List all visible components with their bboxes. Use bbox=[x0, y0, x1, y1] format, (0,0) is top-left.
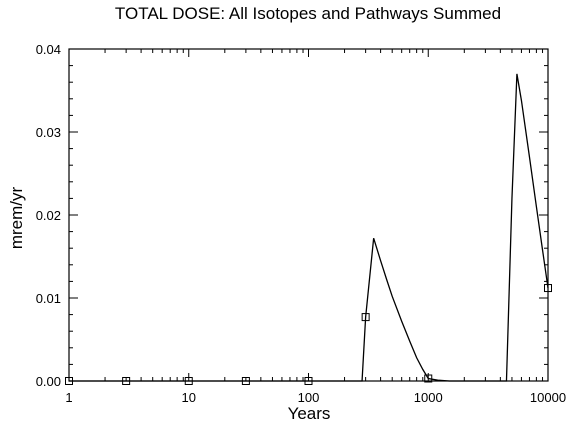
x-tick-label: 100 bbox=[298, 390, 320, 405]
data-point-marker bbox=[361, 313, 370, 322]
data-point-marker bbox=[65, 377, 73, 385]
axis-ticks bbox=[68, 48, 549, 382]
data-point-marker bbox=[241, 377, 250, 385]
y-axis-label: mrem/yr bbox=[7, 187, 26, 250]
data-point-marker bbox=[424, 374, 433, 383]
x-tick-label: 1000 bbox=[414, 390, 443, 405]
data-point-marker bbox=[184, 377, 193, 385]
total-dose-series-line bbox=[69, 73, 549, 382]
x-tick-label: 10 bbox=[182, 390, 196, 405]
data-point-marker bbox=[122, 377, 131, 385]
y-tick-label: 0.00 bbox=[36, 374, 61, 389]
y-tick-label: 0.01 bbox=[36, 291, 61, 306]
x-tick-label: 10000 bbox=[530, 390, 566, 405]
data-point-marker bbox=[544, 284, 552, 293]
x-axis-label: Years bbox=[288, 404, 331, 423]
x-tick-label: 1 bbox=[65, 390, 72, 405]
chart-title: TOTAL DOSE: All Isotopes and Pathways Su… bbox=[115, 4, 501, 23]
data-point-marker bbox=[304, 377, 313, 385]
series-markers bbox=[65, 284, 552, 385]
axis-tick-labels: 1 10 100 1000 10000 0.00 0.01 0.02 0.03 0.04 bbox=[36, 42, 566, 405]
y-tick-label: 0.02 bbox=[36, 208, 61, 223]
y-tick-label: 0.04 bbox=[36, 42, 61, 57]
plot-frame bbox=[68, 48, 549, 382]
y-tick-label: 0.03 bbox=[36, 125, 61, 140]
plot-axes bbox=[68, 48, 549, 382]
